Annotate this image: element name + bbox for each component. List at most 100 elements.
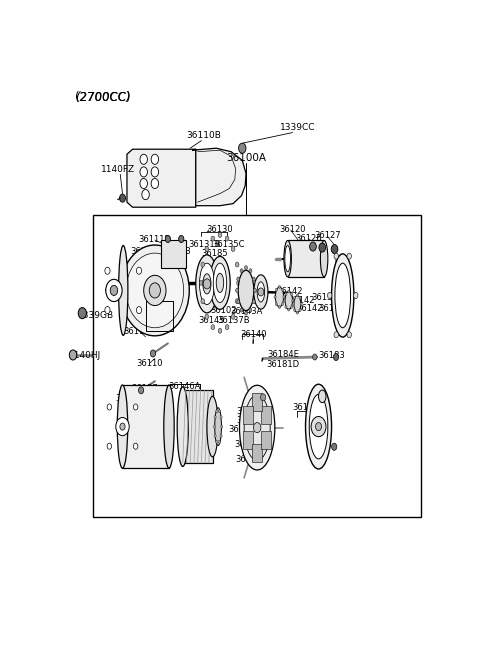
Circle shape: [299, 297, 301, 299]
Text: 36181D: 36181D: [266, 360, 300, 369]
Text: 36164: 36164: [237, 415, 263, 424]
Circle shape: [136, 267, 142, 274]
Text: 36183: 36183: [318, 352, 345, 360]
Text: 36185: 36185: [201, 249, 228, 257]
Circle shape: [203, 279, 211, 289]
Circle shape: [237, 277, 240, 281]
Text: 36150: 36150: [115, 394, 141, 403]
Text: 36137B: 36137B: [218, 316, 251, 325]
Circle shape: [140, 178, 147, 189]
Circle shape: [225, 236, 229, 241]
Text: 36102: 36102: [210, 306, 237, 315]
Text: 36112B: 36112B: [124, 328, 156, 336]
Circle shape: [240, 269, 243, 272]
Circle shape: [139, 386, 144, 394]
Circle shape: [205, 314, 209, 319]
Circle shape: [235, 299, 239, 304]
Bar: [261, 431, 271, 449]
Ellipse shape: [177, 386, 188, 466]
Text: 36142: 36142: [288, 296, 314, 305]
Circle shape: [211, 325, 215, 329]
Bar: [94, 215, 421, 517]
Ellipse shape: [319, 390, 326, 403]
Bar: [243, 431, 253, 449]
Circle shape: [278, 305, 281, 309]
Circle shape: [252, 277, 255, 281]
Text: (2700CC): (2700CC): [75, 91, 131, 104]
Circle shape: [319, 243, 325, 252]
Text: 36130: 36130: [207, 225, 233, 234]
Text: 36117A: 36117A: [130, 246, 163, 255]
Circle shape: [296, 294, 299, 297]
Bar: [243, 406, 253, 424]
Circle shape: [353, 292, 358, 299]
Text: 36135C: 36135C: [212, 240, 245, 248]
Circle shape: [214, 416, 216, 419]
Circle shape: [165, 235, 170, 242]
Text: 36127: 36127: [314, 231, 341, 240]
Circle shape: [282, 288, 284, 291]
Circle shape: [205, 246, 209, 252]
Circle shape: [105, 267, 110, 274]
Circle shape: [231, 246, 235, 252]
Circle shape: [69, 350, 77, 360]
Ellipse shape: [196, 255, 218, 313]
Bar: [252, 443, 262, 462]
Circle shape: [151, 155, 158, 164]
Text: 36140: 36140: [240, 330, 267, 339]
Circle shape: [105, 307, 110, 314]
Circle shape: [116, 417, 129, 436]
Circle shape: [220, 434, 222, 438]
Circle shape: [140, 155, 147, 164]
Circle shape: [136, 307, 142, 314]
Circle shape: [218, 440, 220, 443]
Circle shape: [78, 308, 86, 319]
Polygon shape: [127, 149, 196, 207]
Circle shape: [252, 300, 255, 304]
Ellipse shape: [120, 245, 189, 336]
Circle shape: [258, 288, 264, 296]
Circle shape: [218, 410, 220, 413]
Text: 36162: 36162: [237, 407, 263, 416]
Circle shape: [315, 422, 322, 430]
Text: 36170A: 36170A: [234, 440, 267, 449]
Circle shape: [294, 297, 296, 299]
Circle shape: [282, 303, 284, 306]
Circle shape: [237, 280, 240, 286]
Bar: [122, 385, 169, 468]
Circle shape: [133, 404, 138, 410]
Circle shape: [284, 299, 286, 302]
Circle shape: [110, 286, 118, 295]
Ellipse shape: [305, 384, 332, 469]
Ellipse shape: [215, 407, 221, 445]
Ellipse shape: [276, 287, 284, 307]
Text: 1140FZ: 1140FZ: [101, 166, 135, 174]
Circle shape: [244, 311, 248, 315]
Bar: [145, 301, 173, 331]
Text: 36183: 36183: [164, 246, 191, 255]
Circle shape: [179, 235, 184, 242]
Ellipse shape: [119, 246, 128, 335]
Circle shape: [240, 308, 243, 312]
Circle shape: [239, 143, 246, 153]
Circle shape: [347, 331, 351, 338]
Text: 36187: 36187: [132, 384, 158, 393]
Circle shape: [275, 303, 277, 306]
Ellipse shape: [117, 385, 128, 468]
Ellipse shape: [294, 295, 301, 312]
Circle shape: [253, 288, 256, 292]
Text: 36145: 36145: [199, 316, 225, 325]
Text: 36142: 36142: [276, 287, 303, 296]
Text: 1140HJ: 1140HJ: [69, 352, 101, 360]
Bar: [288, 240, 324, 277]
Bar: [261, 406, 271, 424]
Ellipse shape: [238, 271, 254, 310]
Circle shape: [211, 236, 215, 241]
Circle shape: [327, 292, 332, 299]
Circle shape: [235, 262, 239, 267]
Circle shape: [334, 331, 338, 338]
Circle shape: [144, 275, 166, 305]
Circle shape: [288, 290, 290, 293]
Circle shape: [249, 308, 252, 312]
Circle shape: [216, 440, 218, 443]
